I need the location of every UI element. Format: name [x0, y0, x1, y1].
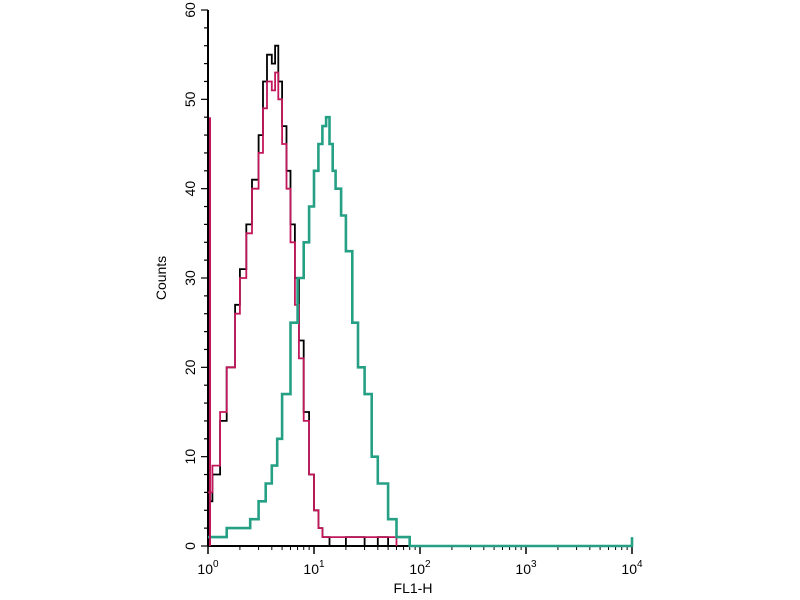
y-tick-label: 30 [182, 270, 198, 286]
y-tick-label: 50 [182, 91, 198, 107]
x-axis-title: FL1-H [394, 580, 433, 596]
axes: 0 10 20 30 40 50 60 100 101 102 103 104 [182, 2, 643, 577]
y-tick-label: 60 [182, 2, 198, 18]
y-axis-title: Counts [153, 256, 169, 300]
y-tick-label: 10 [182, 449, 198, 465]
series-line-2 [208, 115, 634, 548]
y-tick-label: 0 [182, 542, 198, 550]
x-tick-label: 103 [515, 559, 537, 577]
x-tick-label: 104 [621, 559, 643, 577]
series-line-1 [208, 71, 398, 546]
y-tick-label: 40 [182, 181, 198, 197]
x-tick-label: 100 [197, 559, 219, 577]
series-layer [208, 44, 634, 548]
x-tick-label: 101 [303, 559, 325, 577]
x-tick-label: 102 [409, 559, 431, 577]
y-tick-label: 20 [182, 359, 198, 375]
series-line-0 [208, 44, 397, 547]
